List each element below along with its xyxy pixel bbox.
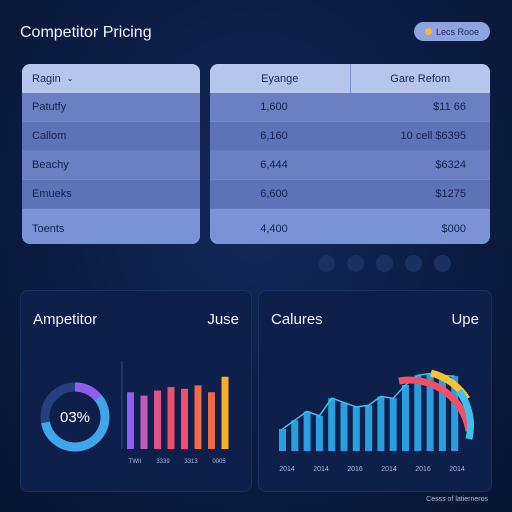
table-cell: $1275 [435, 188, 466, 200]
page-dot[interactable] [376, 255, 393, 272]
tick-label: 0005 [212, 459, 226, 465]
bar [303, 411, 311, 451]
column-header-price[interactable]: Gare Refom [390, 72, 451, 85]
pagination-dots [318, 255, 451, 272]
tick-label: 2016 [415, 466, 431, 473]
totals-row: Toents [22, 209, 200, 244]
chevron-down-icon[interactable]: ⌄ [66, 74, 74, 83]
bar [414, 375, 422, 451]
table-row[interactable]: Patutfy [22, 93, 200, 122]
bar [365, 405, 373, 451]
bar [352, 407, 360, 451]
card-title: Ampetitor [33, 311, 98, 328]
table-row[interactable]: 6,444 $6324 [210, 151, 490, 180]
bar [167, 387, 175, 449]
table-cell: 6,160 [260, 130, 288, 142]
header-action-label: Lecs Rooe [435, 26, 480, 37]
row-label: Emueks [32, 188, 72, 200]
page-title: Competitor Pricing [20, 24, 152, 41]
tick-label: 2014 [279, 466, 295, 473]
table-cell: 1,600 [260, 101, 288, 113]
donut-arc-accent [40, 382, 110, 452]
tick-label: 2014 [381, 466, 397, 473]
region-header-label: Ragin [32, 72, 61, 85]
bar [291, 420, 299, 451]
bar [221, 376, 229, 449]
status-dot-icon [424, 28, 432, 35]
table-row[interactable]: Callom [22, 122, 200, 151]
bar [451, 376, 459, 451]
pricing-table: Eyange Gare Refom 1,600 $11 66 6,160 10 … [210, 64, 490, 244]
table-row[interactable]: Beachy [22, 151, 200, 180]
trend-chart: 2014 2014 2016 2014 2016 2014 [279, 369, 475, 473]
card-title: Calures [271, 311, 323, 328]
bar [377, 396, 385, 451]
tick-label: 2014 [449, 466, 465, 473]
competitor-chart-card: Ampetitor Juse 03% TWII 3339 3313 0005 [20, 290, 252, 492]
header-action-button[interactable]: Lecs Rooe [414, 22, 490, 41]
column-header-range[interactable]: Eyange [210, 64, 351, 93]
bar [127, 392, 134, 449]
table-cell: 10 cell $6395 [400, 130, 466, 142]
footer-note: Cesss of latierneros [426, 496, 488, 503]
table-cell: $000 [441, 223, 466, 235]
region-column-header[interactable]: Ragin ⌄ [22, 64, 200, 93]
bar [194, 385, 202, 449]
bar [426, 373, 434, 451]
page-dot[interactable] [405, 255, 422, 272]
trend-chart-card: Calures Upe 2014 2014 2016 2014 2016 2014 [258, 290, 492, 492]
tick-label: 2014 [313, 466, 329, 473]
page-dot[interactable] [347, 255, 364, 272]
card-period-label[interactable]: Upe [451, 311, 479, 328]
pricing-table-header: Eyange Gare Refom [210, 64, 490, 93]
bar [279, 429, 286, 451]
bar [140, 395, 148, 449]
tick-label: 2016 [347, 466, 363, 473]
totals-row: 4,400 $000 [210, 209, 490, 244]
gauge-arc-cyan [456, 388, 475, 440]
row-label: Beachy [32, 159, 69, 171]
donut-label: 03% [60, 409, 90, 426]
row-label: Patutfy [32, 101, 67, 113]
bar [402, 385, 409, 451]
row-label: Callom [32, 130, 67, 142]
table-cell: $11 66 [433, 101, 466, 113]
bar [389, 398, 397, 451]
tick-label: TWII [129, 459, 142, 465]
tick-label: 3313 [184, 459, 198, 465]
gauge-arc-red [398, 376, 473, 432]
table-row[interactable]: 6,160 10 cell $6395 [210, 122, 490, 151]
bar [208, 392, 215, 449]
table-cell: 6,444 [260, 159, 288, 171]
bar [181, 388, 188, 449]
table-row[interactable]: Emueks [22, 180, 200, 209]
bar [340, 402, 348, 451]
table-cell: 6,600 [260, 188, 288, 200]
table-row[interactable]: 1,600 $11 66 [210, 93, 490, 122]
tick-label: 3339 [156, 459, 170, 465]
card-period-label[interactable]: Juse [207, 311, 239, 328]
competitor-list-table: Ragin ⌄ Patutfy Callom Beachy Emueks Toe… [22, 64, 200, 244]
bar [154, 390, 161, 449]
bar [438, 375, 446, 451]
table-row[interactable]: 6,600 $1275 [210, 180, 490, 209]
table-cell: 4,400 [260, 223, 288, 235]
series-line [282, 372, 455, 430]
totals-label: Toents [32, 223, 65, 235]
competitor-chart: 03% TWII 3339 3313 0005 [40, 361, 229, 465]
page-dot[interactable] [318, 255, 335, 272]
table-cell: $6324 [435, 159, 466, 171]
page-dot[interactable] [434, 255, 451, 272]
bar [328, 398, 336, 451]
bar [315, 415, 323, 451]
